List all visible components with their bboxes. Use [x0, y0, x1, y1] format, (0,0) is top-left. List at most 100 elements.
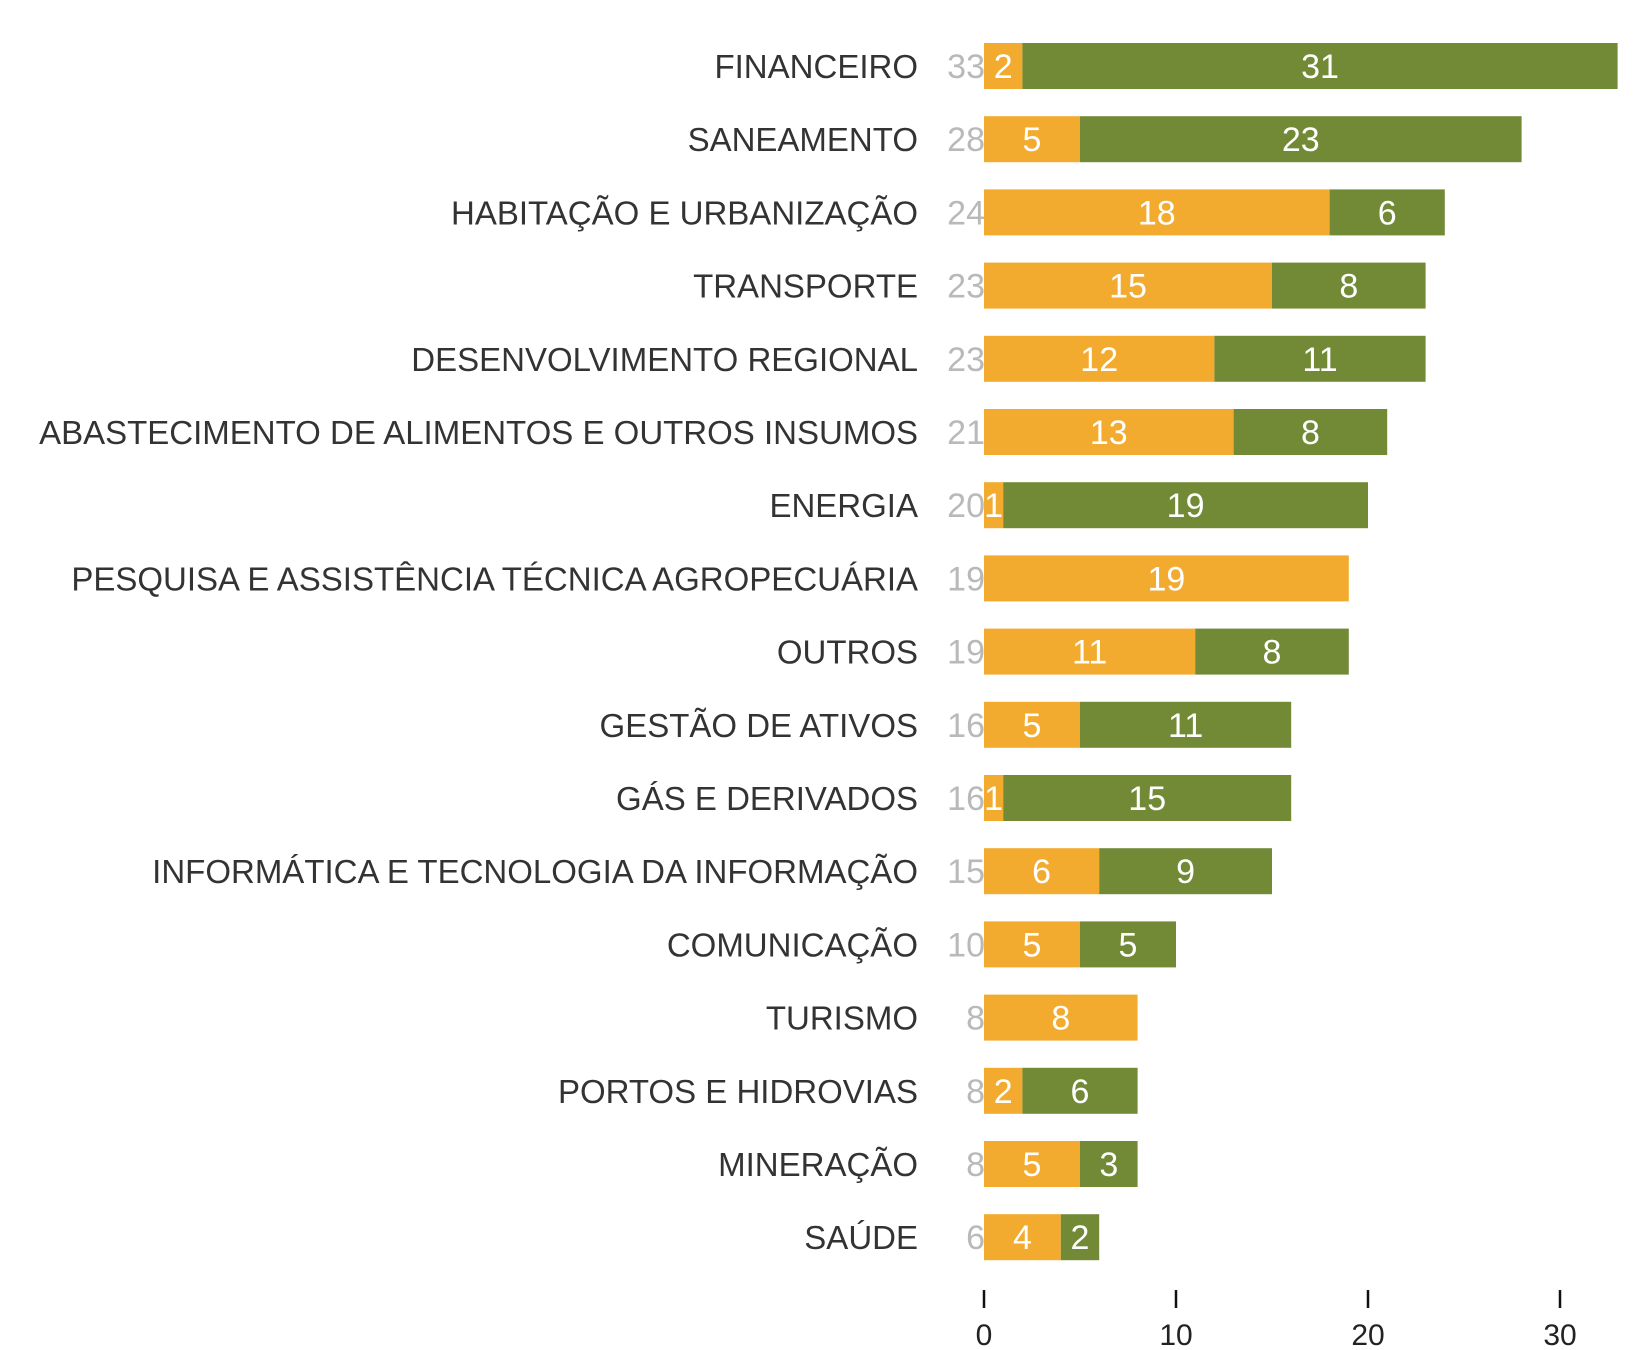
bar-segment-orange [984, 1141, 1080, 1187]
bar-value-label: 8 [1051, 1000, 1070, 1038]
bar-value-label: 13 [1090, 414, 1128, 452]
category-label: SANEAMENTO [688, 121, 918, 158]
bar-value-label: 8 [1339, 268, 1358, 306]
bar-value-label: 8 [1301, 414, 1320, 452]
bar-value-label: 5 [1023, 121, 1042, 159]
bar-segment-orange [984, 1214, 1061, 1261]
bar-value-label: 5 [1023, 707, 1042, 745]
total-label: 10 [947, 926, 985, 964]
bar-value-label: 6 [1032, 853, 1051, 891]
category-label: ABASTECIMENTO DE ALIMENTOS E OUTROS INSU… [39, 414, 918, 451]
bar-value-label: 11 [1072, 634, 1107, 672]
bar-segment-orange [984, 628, 1196, 675]
x-tick-label: 10 [1159, 1319, 1192, 1350]
bar-segment-orange [984, 262, 1272, 309]
bar-segment-green [1003, 775, 1292, 821]
bar-segment-green [1099, 848, 1272, 895]
total-label: 33 [947, 48, 985, 86]
bar-value-label: 6 [1378, 194, 1397, 232]
total-label: 23 [947, 341, 985, 379]
bar-value-label: 31 [1301, 48, 1339, 86]
category-label: TRANSPORTE [693, 268, 918, 305]
x-tick-label: 0 [976, 1319, 993, 1350]
total-label: 19 [947, 634, 985, 672]
total-label: 19 [947, 560, 985, 598]
bar-value-label: 5 [1023, 1146, 1042, 1184]
bar-value-label: 15 [1109, 268, 1147, 306]
total-label: 21 [947, 414, 985, 452]
total-label: 8 [966, 1000, 985, 1038]
category-label: ENERGIA [769, 487, 918, 524]
bar-value-label: 19 [1167, 487, 1205, 525]
bar-value-label: 23 [1282, 121, 1320, 159]
total-label: 8 [966, 1073, 985, 1111]
bar-value-label: 5 [1023, 926, 1042, 964]
bar-segment-orange [984, 43, 1023, 89]
bar-segment-orange [984, 994, 1138, 1041]
bar-segment-green [1080, 1141, 1138, 1187]
bar-value-label: 8 [1263, 634, 1282, 672]
bar-value-label: 1 [984, 780, 1003, 818]
category-label: PORTOS E HIDROVIAS [558, 1073, 918, 1110]
category-label: COMUNICAÇÃO [667, 926, 918, 963]
category-label: OUTROS [777, 634, 918, 671]
category-label: FINANCEIRO [714, 48, 918, 85]
bar-segment-orange [984, 921, 1080, 968]
bar-segment-green [1022, 43, 1618, 89]
bar-value-label: 4 [1013, 1219, 1032, 1257]
bar-segment-green [1329, 189, 1445, 236]
bar-value-label: 5 [1119, 926, 1138, 964]
category-label: TURISMO [766, 1000, 918, 1037]
category-label: INFORMÁTICA E TECNOLOGIA DA INFORMAÇÃO [152, 853, 918, 890]
bar-value-label: 2 [994, 48, 1013, 86]
bar-segment-orange [984, 775, 1004, 821]
bar-value-label: 15 [1128, 780, 1166, 818]
bar-value-label: 19 [1147, 560, 1185, 598]
bar-value-label: 9 [1176, 853, 1195, 891]
x-tick-label: 20 [1351, 1319, 1384, 1350]
total-label: 24 [947, 194, 985, 232]
bar-segment-orange [984, 116, 1080, 163]
total-label: 8 [966, 1146, 985, 1184]
category-label: MINERAÇÃO [718, 1146, 918, 1183]
total-label: 15 [947, 853, 985, 891]
bar-value-label: 2 [1071, 1219, 1090, 1257]
bar-segment-orange [984, 1067, 1023, 1114]
bar-value-label: 11 [1302, 341, 1337, 379]
bar-segment-orange [984, 335, 1215, 382]
total-label: 16 [947, 707, 985, 745]
total-label: 20 [947, 487, 985, 525]
total-label: 6 [966, 1219, 985, 1257]
bar-segment-orange [984, 555, 1349, 602]
bar-segment-orange [984, 409, 1234, 455]
x-axis: 0 10 20 30 [976, 1290, 1577, 1350]
bar-segment-green [1080, 116, 1522, 163]
category-label: HABITAÇÃO E URBANIZAÇÃO [451, 194, 918, 231]
bar-segment-green [1195, 628, 1349, 675]
total-label: 23 [947, 268, 985, 306]
bar-segment-green [1060, 1214, 1100, 1261]
total-label: 28 [947, 121, 985, 159]
bar-segment-green [1272, 262, 1426, 309]
total-label: 16 [947, 780, 985, 818]
bar-segment-green [1080, 701, 1292, 748]
bar-segment-orange [984, 848, 1100, 895]
bar-segment-green [1214, 335, 1426, 382]
category-label: GÁS E DERIVADOS [616, 780, 918, 817]
bar-segment-green [1022, 1067, 1138, 1114]
bar-segment-green [1233, 409, 1388, 455]
bar-segment-green [1003, 482, 1368, 529]
bar-segment-orange [984, 701, 1080, 748]
bar-value-label: 6 [1071, 1073, 1090, 1111]
bar-value-label: 11 [1168, 707, 1203, 745]
bar-segment-orange [984, 482, 1004, 529]
category-label: GESTÃO DE ATIVOS [600, 707, 918, 744]
category-label: DESENVOLVIMENTO REGIONAL [411, 341, 918, 378]
category-label: PESQUISA E ASSISTÊNCIA TÉCNICA AGROPECUÁ… [71, 560, 918, 597]
bar-value-label: 18 [1138, 194, 1176, 232]
bar-value-label: 3 [1099, 1146, 1118, 1184]
